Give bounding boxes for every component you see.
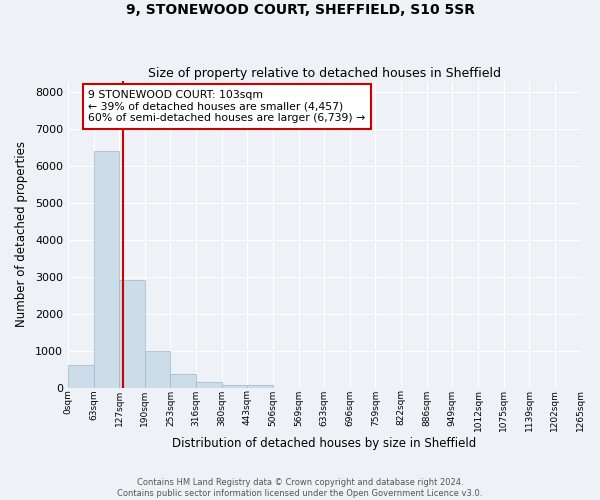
- Bar: [170, 374, 196, 388]
- Bar: [119, 280, 145, 388]
- Bar: [196, 382, 222, 388]
- Bar: [68, 365, 94, 388]
- Y-axis label: Number of detached properties: Number of detached properties: [15, 142, 28, 328]
- Bar: [222, 384, 247, 388]
- Bar: [145, 351, 170, 388]
- Bar: [247, 386, 273, 388]
- Text: 9, STONEWOOD COURT, SHEFFIELD, S10 5SR: 9, STONEWOOD COURT, SHEFFIELD, S10 5SR: [125, 2, 475, 16]
- Text: Contains HM Land Registry data © Crown copyright and database right 2024.
Contai: Contains HM Land Registry data © Crown c…: [118, 478, 482, 498]
- Text: 9 STONEWOOD COURT: 103sqm
← 39% of detached houses are smaller (4,457)
60% of se: 9 STONEWOOD COURT: 103sqm ← 39% of detac…: [88, 90, 365, 123]
- X-axis label: Distribution of detached houses by size in Sheffield: Distribution of detached houses by size …: [172, 437, 476, 450]
- Bar: [94, 151, 119, 388]
- Title: Size of property relative to detached houses in Sheffield: Size of property relative to detached ho…: [148, 66, 501, 80]
